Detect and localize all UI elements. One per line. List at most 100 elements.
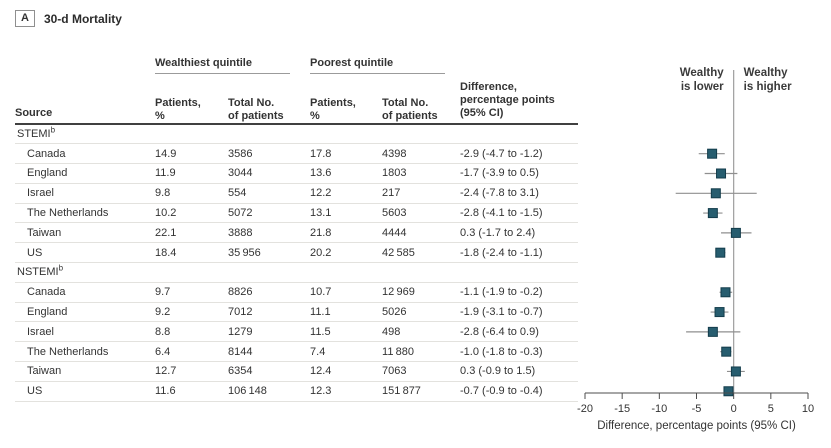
forest-plot-svg: Wealthy is lower Wealthy is higher -20 -15 -10… [577,67,814,432]
point-estimate-marker [707,208,718,219]
x-tick-label: -20 [577,403,593,415]
point-estimate-marker [715,247,726,258]
cell-source: US [15,242,155,264]
cell-wealthiest-total: 8144 [228,341,311,363]
cell-wealthiest-pct: 9.8 [155,183,228,204]
cell-poorest-total: 5603 [382,203,461,224]
column-header-wealthiest-patients-pct: Patients, % [155,87,228,125]
cell-wealthiest-total: 3888 [228,222,311,244]
cell-poorest-total: 4444 [382,222,461,244]
cell-poorest-pct: 13.1 [310,203,383,224]
cell-difference: -1.0 (-1.8 to -0.3) [460,341,579,363]
panel-letter-badge: A [15,10,35,27]
cell-difference: -1.9 (-3.1 to -0.7) [460,302,579,323]
x-tick-label: -15 [614,403,630,415]
cell-poorest-pct: 12.2 [310,183,383,204]
cell-wealthiest-total: 8826 [228,282,311,303]
label-wealthy-is-lower: Wealthy [680,67,724,79]
cell-source: England [15,163,155,184]
cell-poorest-pct: 13.6 [310,163,383,184]
cell-source: The Netherlands [15,203,155,224]
cell-wealthiest-total: 1279 [228,321,311,343]
cell-source: England [15,302,155,323]
panel-title: 30-d Mortality [43,11,122,26]
point-estimate-marker [707,148,718,159]
cell-poorest-pct: 21.8 [310,222,383,244]
table-row: Israel 8.8 1279 11.5 498 -2.8 (-6.4 to 0.9) [15,321,579,343]
x-tick-label: -5 [692,403,702,415]
cell-wealthiest-pct: 12.7 [155,361,228,382]
cell-poorest-total: 217 [382,183,461,204]
point-estimate-marker [730,366,741,377]
label-wealthy-is-lower: is lower [681,81,724,93]
x-tick-label: -10 [651,403,667,415]
cell-wealthiest-pct: 22.1 [155,222,228,244]
column-header-source: Source [15,44,155,125]
cell-wealthiest-pct: 11.6 [155,381,228,402]
cell-poorest-pct: 12.4 [310,361,383,382]
results-table: Source Wealthiest quintile Poorest quint… [15,44,579,402]
table-row: Taiwan 22.1 3888 21.8 4444 0.3 (-1.7 to 2.4) [15,222,579,244]
cell-wealthiest-pct: 8.8 [155,321,228,343]
cell-wealthiest-pct: 6.4 [155,341,228,363]
cell-poorest-total: 4398 [382,143,461,165]
cell-source: Taiwan [15,361,155,382]
section-row: NSTEMIb [15,262,579,283]
point-estimate-marker [714,307,725,318]
forest-plot: Wealthy is lower Wealthy is higher -20 -15 -10… [570,40,831,448]
x-tick-label: 0 [731,403,737,415]
cell-wealthiest-total: 106 148 [228,381,311,402]
table-row: England 9.2 7012 11.1 5026 -1.9 (-3.1 to -0.7… [15,302,579,323]
cell-poorest-total: 5026 [382,302,461,323]
cell-poorest-total: 12 969 [382,282,461,303]
cell-difference: -1.8 (-2.4 to -1.1) [460,242,579,264]
cell-difference: -2.8 (-4.1 to -1.5) [460,203,579,224]
cell-wealthiest-pct: 11.9 [155,163,228,184]
cell-wealthiest-pct: 9.7 [155,282,228,303]
cell-wealthiest-total: 554 [228,183,311,204]
cell-poorest-pct: 7.4 [310,341,383,363]
section-label: NSTEMIb [15,262,579,283]
table-row: Israel 9.8 554 12.2 217 -2.4 (-7.8 to 3.1) [15,183,579,204]
table-row: England 11.9 3044 13.6 1803 -1.7 (-3.9 to 0.5… [15,163,579,184]
panel-header: A 30-d Mortality [15,10,122,27]
cell-source: The Netherlands [15,341,155,363]
cell-difference: 0.3 (-1.7 to 2.4) [460,222,579,244]
point-estimate-marker [723,386,734,397]
section-label: STEMIb [15,124,579,145]
cell-poorest-total: 498 [382,321,461,343]
table-row: The Netherlands 10.2 5072 13.1 5603 -2.8 (-4.… [15,203,579,224]
cell-wealthiest-total: 7012 [228,302,311,323]
point-estimate-marker [721,346,732,357]
table-row: Taiwan 12.7 6354 12.4 7063 0.3 (-0.9 to 1.5) [15,361,579,382]
point-estimate-marker [730,227,741,238]
column-header-difference: Difference, percentage points (95% CI) [460,44,579,125]
cell-wealthiest-pct: 18.4 [155,242,228,264]
column-header-poorest-patients-pct: Patients, % [310,87,383,125]
cell-source: Israel [15,321,155,343]
cell-poorest-pct: 17.8 [310,143,383,165]
label-wealthy-is-higher: Wealthy [744,67,788,79]
column-header-wealthiest-total: Total No. of patients [228,87,311,125]
cell-difference: -1.1 (-1.9 to -0.2) [460,282,579,303]
cell-poorest-pct: 11.1 [310,302,383,323]
x-tick-label: 5 [768,403,774,415]
cell-difference: -2.8 (-6.4 to 0.9) [460,321,579,343]
table-row: US 18.4 35 956 20.2 42 585 -1.8 (-2.4 to -1.1… [15,242,579,264]
cell-wealthiest-pct: 14.9 [155,143,228,165]
group-header-poorest-label: Poorest quintile [310,57,446,74]
point-estimate-marker [720,287,731,298]
cell-poorest-total: 1803 [382,163,461,184]
cell-source: Taiwan [15,222,155,244]
table-row: Canada 9.7 8826 10.7 12 969 -1.1 (-1.9 to -0.… [15,282,579,303]
cell-wealthiest-pct: 10.2 [155,203,228,224]
group-header-wealthiest-label: Wealthiest quintile [155,57,291,74]
cell-source: US [15,381,155,402]
cell-source: Canada [15,143,155,165]
point-estimate-marker [716,168,727,179]
label-wealthy-is-higher: is higher [744,81,792,93]
cell-wealthiest-total: 3586 [228,143,311,165]
column-header-poorest-total: Total No. of patients [382,87,461,125]
cell-poorest-pct: 10.7 [310,282,383,303]
